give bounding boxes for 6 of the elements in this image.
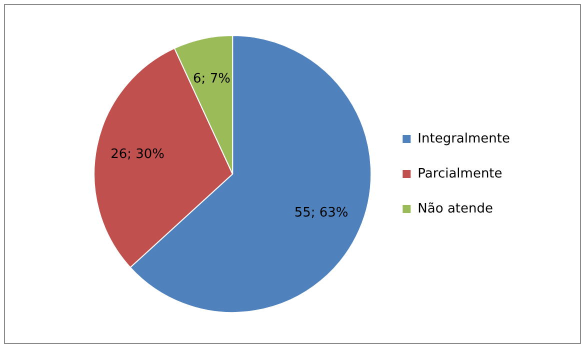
data-label: 26; 30% — [110, 147, 165, 162]
legend-label: Parcialmente — [418, 166, 502, 182]
legend-label: Integralmente — [418, 131, 510, 146]
legend-label: Não atende — [418, 201, 493, 216]
data-label: 6; 7% — [193, 72, 230, 87]
data-label: 55; 63% — [294, 205, 348, 220]
